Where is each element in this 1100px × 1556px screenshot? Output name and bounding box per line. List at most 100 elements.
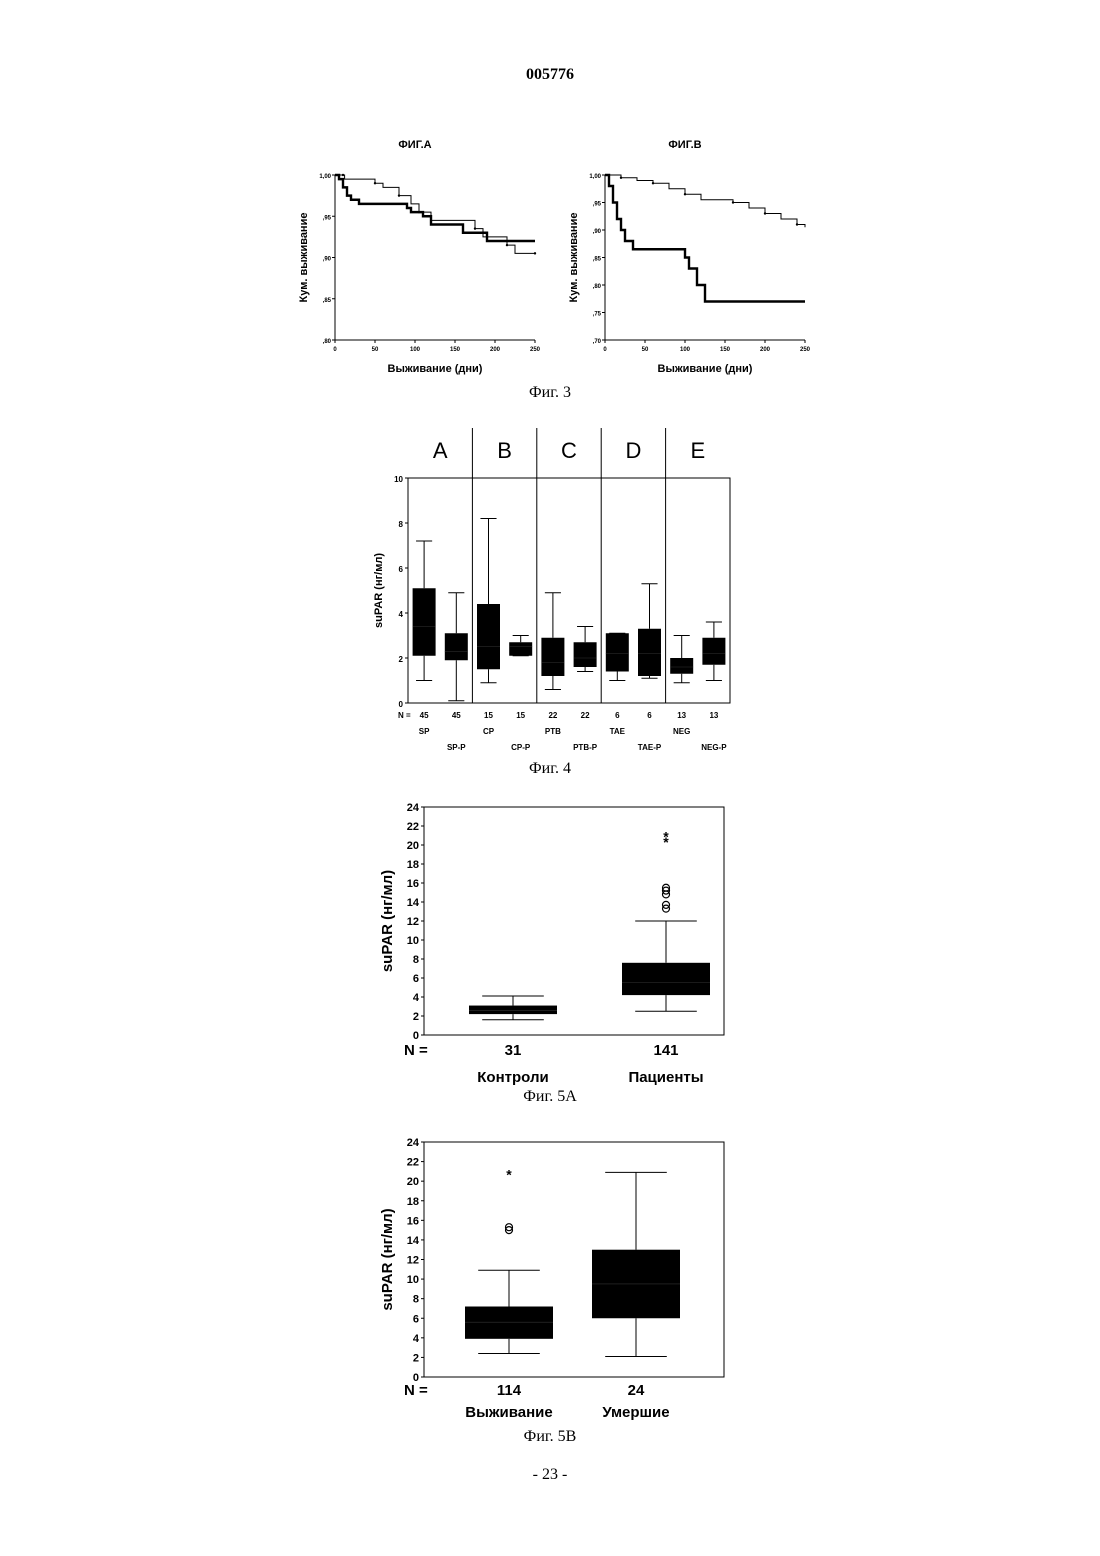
censor-mark (474, 227, 476, 229)
n-value: 31 (505, 1042, 522, 1059)
y-tick-label: ,90 (323, 257, 332, 263)
n-value: 22 (548, 711, 557, 720)
y-tick-label: ,75 (593, 312, 602, 318)
y-tick-label: 8 (413, 954, 419, 966)
box-iqr (469, 1006, 557, 1015)
category-label: CP (483, 727, 495, 736)
category-label: NEG-P (701, 743, 727, 752)
x-axis-label: Выживание (дни) (388, 363, 483, 375)
group-header: E (690, 438, 705, 463)
box-iqr (638, 629, 661, 676)
censor-mark (732, 201, 734, 203)
n-value: 45 (452, 711, 461, 720)
y-tick-label: 4 (413, 1333, 420, 1345)
y-tick-label: 18 (407, 859, 419, 871)
y-tick-label: ,95 (593, 202, 602, 208)
page-number: - 23 - (0, 1466, 1100, 1484)
n-value: 22 (581, 711, 590, 720)
y-tick-label: 22 (407, 821, 419, 833)
chart-title: ФИГ.А (398, 139, 431, 151)
x-axis-label: Выживание (дни) (658, 363, 753, 375)
y-tick-label: ,85 (323, 298, 332, 304)
n-value: 13 (677, 711, 686, 720)
x-tick-label: 100 (680, 347, 691, 353)
n-value: 6 (647, 711, 652, 720)
category-label: TAE (610, 727, 626, 736)
fig5b-caption: Фиг. 5B (0, 1428, 1100, 1446)
n-label: N = (398, 711, 411, 720)
box-chart-fig5b: 024681012141618202224suPAR (нг/мл)N =*11… (370, 1130, 740, 1430)
extreme-point: * (663, 828, 669, 844)
x-tick-label: 200 (490, 347, 501, 353)
category-label: PTB-P (573, 743, 598, 752)
category-label: TAE-P (638, 743, 662, 752)
km-chart-a: ФИГ.А,80,85,90,951,00050100150200250Выжи… (280, 130, 560, 390)
document-number: 005776 (0, 66, 1100, 84)
y-tick-label: 1,00 (589, 174, 601, 180)
n-value: 45 (420, 711, 429, 720)
censor-mark (342, 174, 344, 176)
x-tick-label: 50 (372, 347, 379, 353)
y-tick-label: 24 (407, 1137, 420, 1149)
x-tick-label: 250 (800, 347, 811, 353)
n-label: N = (404, 1382, 428, 1399)
km-chart-b: ФИГ.В,70,75,80,85,90,951,000501001502002… (550, 130, 830, 390)
y-axis-label: suPAR (нг/мл) (379, 870, 396, 972)
censor-mark (684, 193, 686, 195)
fig3-caption: Фиг. 3 (0, 384, 1100, 402)
censor-mark (506, 244, 508, 246)
category-label: SP-P (447, 743, 466, 752)
x-tick-label: 200 (760, 347, 771, 353)
y-tick-label: 10 (407, 1274, 419, 1286)
category-label: CP-P (511, 743, 531, 752)
y-tick-label: 20 (407, 840, 419, 852)
x-tick-label: 150 (720, 347, 731, 353)
y-tick-label: 2 (399, 655, 404, 664)
y-tick-label: ,80 (323, 339, 332, 345)
y-tick-label: 22 (407, 1157, 419, 1169)
category-label: Пациенты (628, 1069, 703, 1086)
box-iqr (413, 588, 436, 656)
extreme-point: * (506, 1166, 512, 1182)
censor-mark (398, 194, 400, 196)
n-value: 141 (653, 1042, 678, 1059)
group-header: D (625, 438, 641, 463)
box-iqr (574, 642, 597, 667)
survival-curve-thin (605, 175, 805, 227)
y-tick-label: 2 (413, 1352, 419, 1364)
category-label: NEG (673, 727, 690, 736)
censor-mark (764, 212, 766, 214)
category-label: Умершие (602, 1404, 669, 1421)
n-value: 15 (516, 711, 525, 720)
y-tick-label: 10 (407, 935, 419, 947)
y-tick-label: 14 (407, 1235, 420, 1247)
y-tick-label: 6 (413, 1313, 419, 1325)
box-iqr (670, 658, 693, 674)
n-value: 15 (484, 711, 493, 720)
category-label: Контроли (477, 1069, 548, 1086)
box-iqr (465, 1307, 553, 1339)
y-tick-label: 24 (407, 802, 420, 814)
y-tick-label: ,70 (593, 339, 602, 345)
box-iqr (606, 633, 629, 671)
y-tick-label: 8 (413, 1294, 419, 1306)
box-chart-fig5a: 024681012141618202224suPAR (нг/мл)N =31К… (370, 795, 740, 1095)
box-iqr (541, 638, 564, 676)
y-tick-label: ,85 (593, 257, 602, 263)
survival-curve-thick (605, 175, 805, 302)
y-tick-label: 8 (399, 520, 404, 529)
y-tick-label: 2 (413, 1011, 419, 1023)
y-tick-label: 12 (407, 916, 419, 928)
y-axis-label: suPAR (нг/мл) (379, 1208, 396, 1310)
n-value: 6 (615, 711, 620, 720)
group-header: B (497, 438, 512, 463)
censor-mark (374, 182, 376, 184)
category-label: SP (419, 727, 430, 736)
x-tick-label: 0 (333, 347, 337, 353)
box-iqr (622, 963, 710, 995)
y-tick-label: ,95 (323, 215, 332, 221)
group-header: C (561, 438, 577, 463)
survival-curve-thick (335, 175, 535, 241)
fig4-caption: Фиг. 4 (0, 760, 1100, 778)
n-value: 13 (709, 711, 718, 720)
